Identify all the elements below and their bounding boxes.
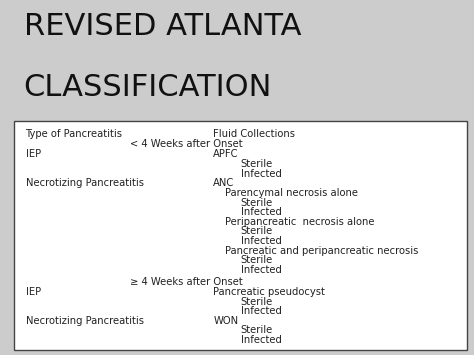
Text: Infected: Infected bbox=[240, 236, 282, 246]
Text: ANC: ANC bbox=[213, 179, 235, 189]
Text: Infected: Infected bbox=[240, 335, 282, 345]
Text: Necrotizing Pancreatitis: Necrotizing Pancreatitis bbox=[26, 179, 144, 189]
Text: < 4 Weeks after Onset: < 4 Weeks after Onset bbox=[130, 139, 242, 149]
Text: REVISED ATLANTA: REVISED ATLANTA bbox=[24, 12, 301, 41]
Text: Infected: Infected bbox=[240, 169, 282, 179]
Text: IEP: IEP bbox=[26, 149, 41, 159]
Text: APFC: APFC bbox=[213, 149, 239, 159]
Text: Infected: Infected bbox=[240, 265, 282, 275]
Text: Sterile: Sterile bbox=[240, 226, 273, 236]
Text: Sterile: Sterile bbox=[240, 326, 273, 335]
Text: Type of Pancreatitis: Type of Pancreatitis bbox=[26, 129, 123, 139]
Text: Peripancreatic  necrosis alone: Peripancreatic necrosis alone bbox=[225, 217, 374, 227]
Text: CLASSIFICATION: CLASSIFICATION bbox=[24, 73, 272, 102]
Text: Sterile: Sterile bbox=[240, 296, 273, 307]
Text: Infected: Infected bbox=[240, 306, 282, 316]
Text: IEP: IEP bbox=[26, 287, 41, 297]
Text: ≥ 4 Weeks after Onset: ≥ 4 Weeks after Onset bbox=[130, 277, 242, 287]
Text: Pancreatic and peripancreatic necrosis: Pancreatic and peripancreatic necrosis bbox=[225, 246, 418, 256]
Text: Pancreatic pseudocyst: Pancreatic pseudocyst bbox=[213, 287, 325, 297]
Text: Infected: Infected bbox=[240, 207, 282, 217]
Text: Sterile: Sterile bbox=[240, 255, 273, 265]
Text: Necrotizing Pancreatitis: Necrotizing Pancreatitis bbox=[26, 316, 144, 326]
Text: Sterile: Sterile bbox=[240, 198, 273, 208]
Text: Sterile: Sterile bbox=[240, 159, 273, 169]
Text: Parencymal necrosis alone: Parencymal necrosis alone bbox=[225, 188, 358, 198]
FancyBboxPatch shape bbox=[14, 121, 467, 350]
Text: Fluid Collections: Fluid Collections bbox=[213, 129, 295, 139]
Text: WON: WON bbox=[213, 316, 238, 326]
